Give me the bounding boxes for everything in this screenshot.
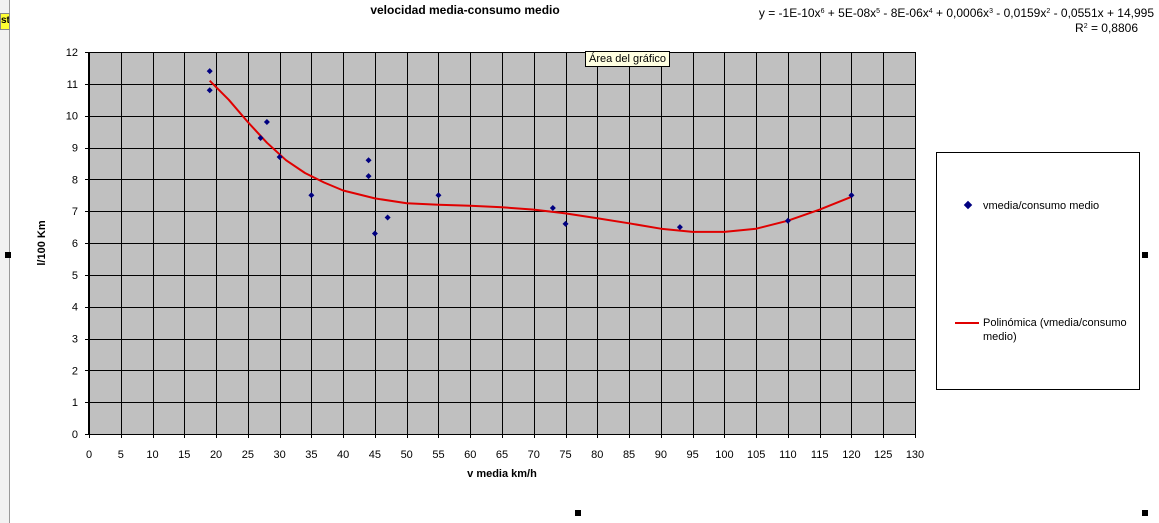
x-tick-label: 10 [146, 449, 158, 461]
x-tick-label: 120 [842, 449, 860, 461]
y-tick-label: 9 [72, 143, 78, 155]
data-point[interactable] [276, 154, 283, 161]
chart-area-tooltip: Área del gráfico [585, 51, 671, 67]
y-tick-label: 5 [72, 270, 78, 282]
trendline-equation[interactable]: y = -1E-10x6 + 5E-08x5 - 8E-06x4 + 0,000… [759, 6, 1154, 36]
y-tick-label: 1 [72, 397, 78, 409]
data-point[interactable] [206, 87, 213, 94]
equation-line: y = -1E-10x6 + 5E-08x5 - 8E-06x4 + 0,000… [758, 6, 1154, 20]
x-tick-label: 40 [337, 449, 349, 461]
data-point[interactable] [549, 204, 556, 211]
x-tick-label: 115 [811, 449, 829, 461]
data-point[interactable] [848, 192, 855, 199]
x-tick-label: 50 [401, 449, 413, 461]
x-tick-label: 45 [369, 449, 381, 461]
legend-label-points: vmedia/consumo medio [983, 200, 1100, 212]
data-point[interactable] [365, 173, 372, 180]
x-axis-label: v media km/h [467, 468, 537, 480]
x-tick-label: 90 [655, 449, 667, 461]
y-tick-label: 7 [72, 206, 78, 218]
red-line-icon [955, 322, 979, 324]
data-point[interactable] [384, 214, 391, 221]
x-tick-label: 130 [906, 449, 924, 461]
x-tick-label: 30 [273, 449, 285, 461]
data-point[interactable] [676, 224, 683, 231]
data-point[interactable] [263, 119, 270, 126]
data-point[interactable] [257, 134, 264, 141]
trendline-series[interactable] [208, 79, 852, 233]
resize-handle-left[interactable] [5, 252, 11, 258]
y-tick-label: 0 [72, 429, 78, 441]
data-point[interactable] [365, 157, 372, 164]
x-tick-label: 15 [178, 449, 190, 461]
y-tick-label: 3 [72, 334, 78, 346]
y-tick-label: 2 [72, 365, 78, 377]
x-tick-label: 110 [779, 449, 797, 461]
x-tick-label: 125 [874, 449, 892, 461]
data-point[interactable] [308, 192, 315, 199]
data-point[interactable] [371, 230, 378, 237]
chart-title: velocidad media-consumo medio [370, 3, 560, 17]
data-point[interactable] [784, 217, 791, 224]
x-tick-label: 55 [432, 449, 444, 461]
y-axis-label: l/100 Km [36, 220, 48, 265]
data-point[interactable] [435, 192, 442, 199]
sheet-cell-tag: st [0, 13, 10, 30]
diamond-marker-icon [963, 200, 973, 210]
x-tick-label: 100 [715, 449, 733, 461]
data-point[interactable] [562, 220, 569, 227]
y-tick-label: 8 [72, 174, 78, 186]
x-tick-label: 75 [559, 449, 571, 461]
y-tick-label: 4 [72, 302, 78, 314]
data-point[interactable] [206, 68, 213, 75]
x-tick-label: 60 [464, 449, 476, 461]
x-tick-label: 0 [86, 449, 92, 461]
y-tick-label: 6 [72, 238, 78, 250]
x-tick-label: 80 [591, 449, 603, 461]
resize-handle-bottom[interactable] [575, 510, 581, 516]
legend[interactable]: vmedia/consumo medio Polinómica (vmedia/… [936, 152, 1140, 390]
y-tick-label: 12 [66, 47, 78, 59]
x-tick-label: 105 [747, 449, 765, 461]
x-tick-label: 70 [528, 449, 540, 461]
legend-label-trendline: Polinómica (vmedia/consumo medio) [983, 317, 1127, 343]
x-tick-label: 20 [210, 449, 222, 461]
resize-handle-right[interactable] [1142, 252, 1148, 258]
x-tick-label: 25 [242, 449, 254, 461]
x-tick-label: 95 [686, 449, 698, 461]
resize-handle-bottom-right[interactable] [1142, 510, 1148, 516]
y-tick-label: 11 [67, 79, 78, 91]
r-squared-line: R2 = 0,8806 [1075, 21, 1138, 35]
x-tick-label: 5 [118, 449, 124, 461]
y-tick-label: 10 [66, 111, 78, 123]
x-tick-label: 85 [623, 449, 635, 461]
x-tick-label: 65 [496, 449, 508, 461]
x-tick-label: 35 [305, 449, 317, 461]
sheet-row-strip [0, 0, 10, 523]
